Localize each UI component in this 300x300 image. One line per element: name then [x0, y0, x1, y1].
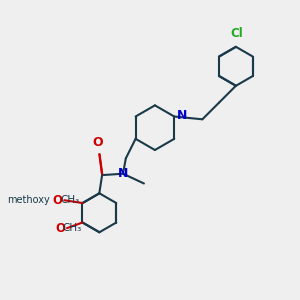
Text: N: N — [176, 109, 187, 122]
Text: O: O — [53, 194, 63, 207]
Text: N: N — [118, 167, 128, 180]
Text: CH₃: CH₃ — [63, 223, 82, 233]
Text: CH₃: CH₃ — [60, 195, 79, 205]
Text: O: O — [93, 136, 103, 148]
Text: O: O — [56, 222, 66, 235]
Text: Cl: Cl — [231, 27, 244, 40]
Text: methoxy: methoxy — [8, 195, 50, 205]
